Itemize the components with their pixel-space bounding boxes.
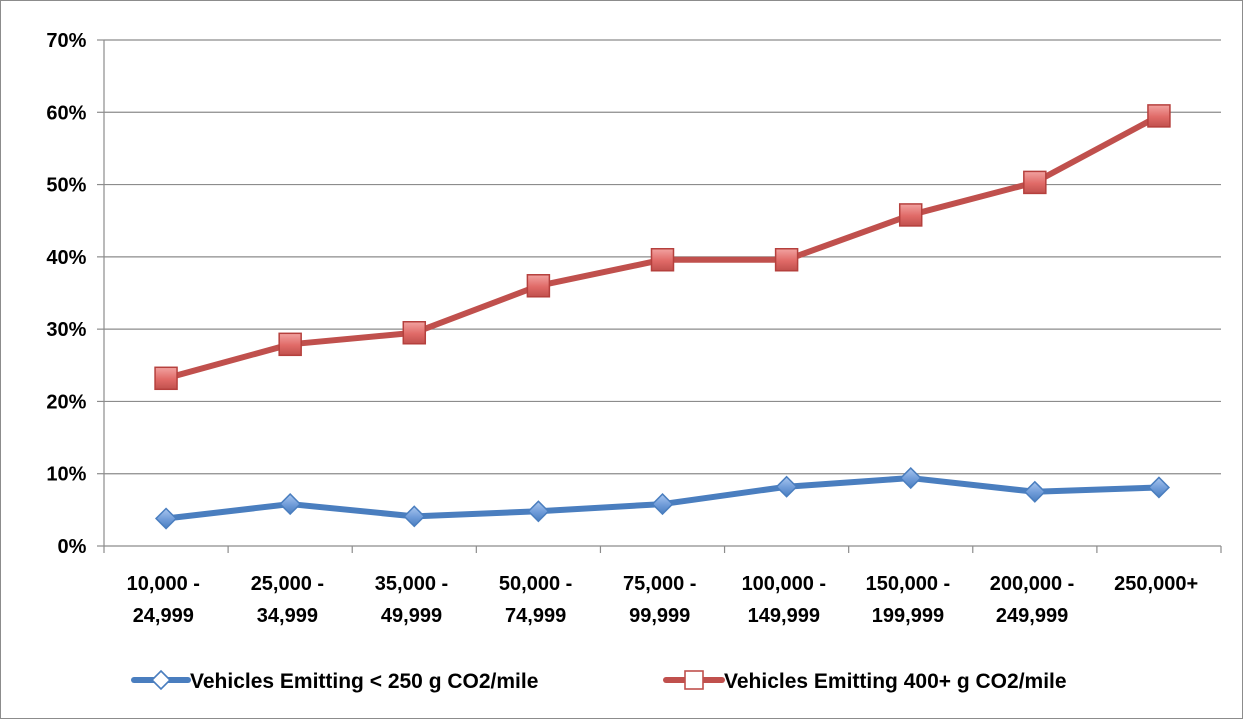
x-tick-label: 149,999 [748, 605, 826, 627]
y-tick-label: 50% [46, 175, 92, 197]
data-point-square [650, 247, 675, 272]
tick-labels: 0% 10% 20% 30% 40% 50% 60% 70% 10,000 - … [46, 30, 1203, 627]
legend-item: Vehicles Emitting < 250 g CO2/mile [131, 669, 544, 693]
x-tick-label: 25,000 - [251, 573, 330, 595]
data-point-square [1147, 104, 1171, 128]
data-point-diamond [1147, 476, 1171, 499]
series-line [163, 112, 1162, 382]
legend: Vehicles Emitting < 250 g CO2/mile Vehic… [131, 669, 1072, 693]
data-point-diamond [899, 466, 922, 490]
y-tick-label: 20% [46, 391, 92, 413]
x-tick-label: 100,000 - [742, 573, 832, 595]
legend-label: Vehicles Emitting < 250 g CO2/mile [190, 670, 544, 693]
data-point-square [526, 274, 551, 298]
y-tick-label: 60% [46, 102, 92, 124]
x-tick-label: 150,000 - [866, 573, 956, 595]
data-point-square [1023, 170, 1047, 195]
data-point-square [774, 247, 799, 272]
series-1 [154, 466, 1171, 530]
x-tick-label: 24,999 [133, 605, 200, 627]
x-tick-label: 50,000 - [499, 573, 578, 595]
data-point-diamond [279, 493, 302, 516]
data-point-square [154, 366, 178, 391]
x-tick-label: 74,999 [505, 605, 572, 627]
data-point-square [898, 203, 923, 227]
data-point-diamond [403, 505, 426, 528]
x-tick-label: 10,000 - [127, 573, 206, 595]
y-tick-label: 40% [46, 247, 92, 269]
x-tick-label: 35,000 - [375, 573, 454, 595]
data-point-diamond [1023, 480, 1046, 503]
data-point-square [402, 321, 427, 345]
data-point-diamond [775, 475, 798, 498]
y-tick-label: 0% [58, 536, 92, 558]
legend-item: Vehicles Emitting 400+ g CO2/mile [663, 670, 1072, 693]
series-2 [154, 104, 1171, 391]
x-tick-label: 249,999 [996, 605, 1074, 627]
legend-label: Vehicles Emitting 400+ g CO2/mile [724, 670, 1072, 693]
x-tick-label: 75,000 - [623, 573, 702, 595]
data-point-diamond [154, 507, 178, 530]
x-tick-label: 49,999 [381, 605, 448, 627]
data-point-diamond [527, 500, 550, 523]
x-tick-label: 199,999 [872, 605, 950, 627]
x-tick-label: 200,000 - [990, 573, 1080, 595]
legend-marker-diamond [150, 669, 172, 691]
x-tick-label: 250,000+ [1114, 573, 1204, 595]
data-point-square [278, 332, 302, 357]
y-tick-label: 30% [46, 319, 92, 341]
x-tick-label: 99,999 [629, 605, 696, 627]
series [154, 104, 1171, 530]
legend-marker-square [684, 670, 704, 690]
data-point-diamond [651, 493, 674, 516]
y-tick-label: 10% [46, 464, 92, 486]
y-tick-label: 70% [46, 30, 92, 52]
gridlines [104, 39, 1221, 475]
x-tick-label: 34,999 [257, 605, 324, 627]
axes [97, 39, 1222, 553]
